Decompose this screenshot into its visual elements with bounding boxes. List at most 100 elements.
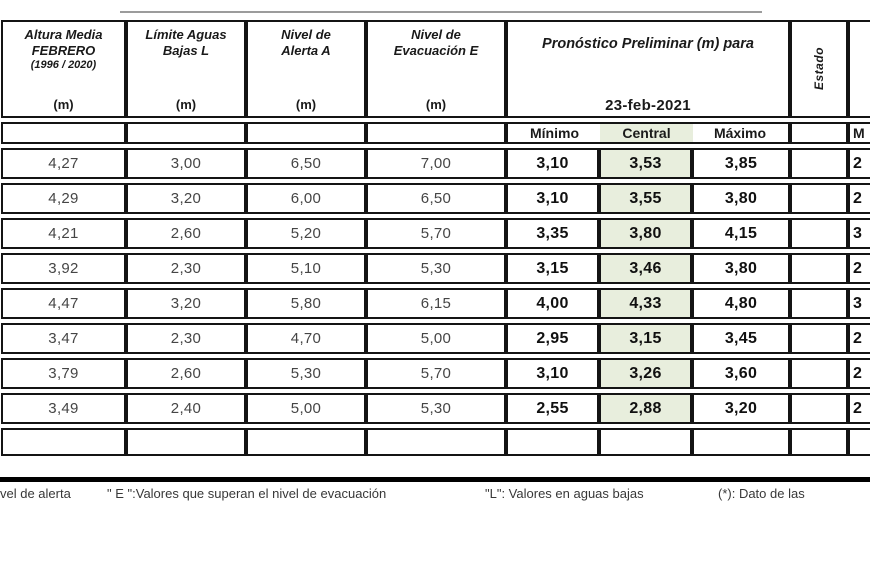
table-cell: 2,95 xyxy=(506,323,599,354)
table-cell: 3,10 xyxy=(506,358,599,389)
subheader-next-column-clipped: M xyxy=(848,122,870,144)
table-cell: 4,70 xyxy=(246,323,366,354)
header-limite-aguas-bajas: Límite Aguas Bajas L (m) xyxy=(126,20,246,118)
header-line: Altura Media xyxy=(24,27,103,42)
table-cell: 3,10 xyxy=(506,183,599,214)
table-cell: 6,00 xyxy=(246,183,366,214)
header-line: Evacuación E xyxy=(393,42,479,58)
subheader-central: Central xyxy=(600,124,693,142)
table-cell: 3,35 xyxy=(506,218,599,249)
table-cell-estado xyxy=(790,183,848,214)
table-cell: 3,20 xyxy=(692,393,790,424)
empty-row-cell xyxy=(506,428,599,456)
table-cell: 5,00 xyxy=(366,323,506,354)
table-cell: 3,53 xyxy=(599,148,692,179)
forecast-table: Altura Media FEBRERO (1996 / 2020) (m) L… xyxy=(1,20,870,456)
table-cell: 3,20 xyxy=(126,183,246,214)
pronostico-title: Pronóstico Preliminar (m) para xyxy=(542,36,754,52)
header-line: FEBRERO xyxy=(31,42,96,58)
table-cell: 3,00 xyxy=(126,148,246,179)
table-cell-estado xyxy=(790,288,848,319)
subheader-minimo: Mínimo xyxy=(530,125,579,141)
table-cell: 3,47 xyxy=(1,323,126,354)
table-cell: 5,30 xyxy=(246,358,366,389)
table-cell: 2,55 xyxy=(506,393,599,424)
header-limite-lines: Límite Aguas Bajas L xyxy=(145,27,226,59)
top-partial-gridline xyxy=(120,11,762,13)
empty-row-cell xyxy=(1,428,126,456)
subheader-empty xyxy=(246,122,366,144)
table-cell: 3,20 xyxy=(126,288,246,319)
table-cell: 6,15 xyxy=(366,288,506,319)
header-next-column-clipped xyxy=(848,20,870,118)
table-cell: 2,30 xyxy=(126,253,246,284)
table-cell: 2,30 xyxy=(126,323,246,354)
table-cell: 3,60 xyxy=(692,358,790,389)
table-cell: 6,50 xyxy=(366,183,506,214)
table-cell: 4,00 xyxy=(506,288,599,319)
header-nivel-evacuacion: Nivel de Evacuación E (m) xyxy=(366,20,506,118)
header-line: Bajas L xyxy=(162,42,210,58)
table-cell: 3,80 xyxy=(692,253,790,284)
table-cell: 3,45 xyxy=(692,323,790,354)
table-cell: 5,30 xyxy=(366,393,506,424)
header-evacuacion-lines: Nivel de Evacuación E xyxy=(394,27,479,59)
subheader-estado-empty xyxy=(790,122,848,144)
header-pronostico-group: Pronóstico Preliminar (m) para 23-feb-20… xyxy=(506,20,790,118)
empty-row-cell xyxy=(126,428,246,456)
empty-row-cell xyxy=(848,428,870,456)
table-cell-estado xyxy=(790,323,848,354)
table-cell: 5,80 xyxy=(246,288,366,319)
header-line: (1996 / 2020) xyxy=(30,58,97,71)
table-cell: 4,80 xyxy=(692,288,790,319)
empty-row-cell xyxy=(246,428,366,456)
empty-row-cell xyxy=(599,428,692,456)
header-line: Nivel de xyxy=(411,27,461,42)
table-cell: 5,70 xyxy=(366,218,506,249)
header-altura-media-lines: Altura Media FEBRERO (1996 / 2020) xyxy=(24,27,102,72)
table-cell: 5,70 xyxy=(366,358,506,389)
header-line: Alerta A xyxy=(281,42,331,58)
footer-rule xyxy=(0,477,870,482)
subheader-forecast: Mínimo Central Máximo xyxy=(506,122,790,144)
header-altura-media: Altura Media FEBRERO (1996 / 2020) (m) xyxy=(1,20,126,118)
table-cell: 5,10 xyxy=(246,253,366,284)
table-cell: 2,88 xyxy=(599,393,692,424)
table-cell-estado xyxy=(790,253,848,284)
table-cell: 5,00 xyxy=(246,393,366,424)
table-cell: 2,60 xyxy=(126,358,246,389)
table-cell-estado xyxy=(790,218,848,249)
legend-aguas-bajas: "L": Valores en aguas bajas xyxy=(485,486,644,501)
table-cell: 4,29 xyxy=(1,183,126,214)
legend-dato-clipped: (*): Dato de las xyxy=(718,486,805,501)
table-cell-clipped: 3 xyxy=(848,288,870,319)
subheader-maximo: Máximo xyxy=(713,125,767,141)
table-cell: 3,80 xyxy=(692,183,790,214)
table-cell: 4,33 xyxy=(599,288,692,319)
table-cell-clipped: 2 xyxy=(848,323,870,354)
table-cell: 3,85 xyxy=(692,148,790,179)
table-cell-estado xyxy=(790,148,848,179)
table-cell: 4,27 xyxy=(1,148,126,179)
table-cell: 6,50 xyxy=(246,148,366,179)
header-estado: Estado xyxy=(790,20,848,118)
table-cell-estado xyxy=(790,393,848,424)
table-cell-clipped: 2 xyxy=(848,148,870,179)
legend-evacuacion: " E ":Valores que superan el nivel de ev… xyxy=(107,486,387,501)
header-unit: (m) xyxy=(425,97,447,113)
table-cell: 3,26 xyxy=(599,358,692,389)
table-cell: 4,15 xyxy=(692,218,790,249)
table-cell: 3,49 xyxy=(1,393,126,424)
table-cell-clipped: 2 xyxy=(848,393,870,424)
subheader-empty xyxy=(366,122,506,144)
legend-alerta-clipped: vel de alerta xyxy=(0,486,71,501)
subheader-empty xyxy=(126,122,246,144)
header-unit: (m) xyxy=(295,97,317,113)
table-cell-clipped: 2 xyxy=(848,183,870,214)
table-cell: 3,10 xyxy=(506,148,599,179)
table-cell-clipped: 3 xyxy=(848,218,870,249)
table-cell: 4,21 xyxy=(1,218,126,249)
header-line: Límite Aguas xyxy=(145,27,227,42)
table-cell: 2,60 xyxy=(126,218,246,249)
